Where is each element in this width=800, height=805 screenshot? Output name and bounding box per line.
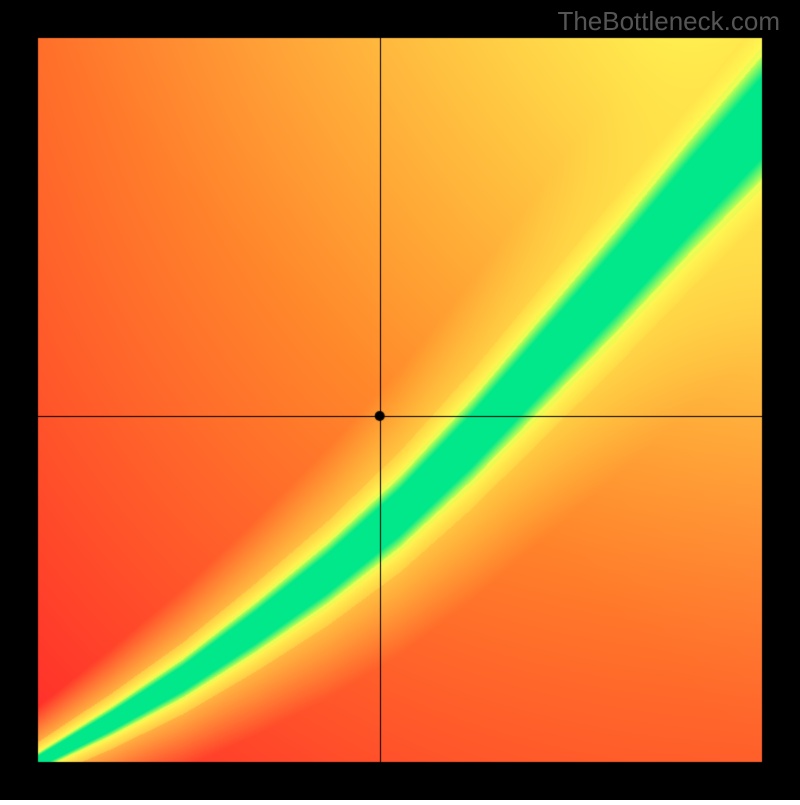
chart-container: TheBottleneck.com [0,0,800,800]
watermark-text: TheBottleneck.com [557,6,780,37]
heatmap-canvas [0,0,800,800]
heatmap-canvas-wrap [0,0,800,805]
